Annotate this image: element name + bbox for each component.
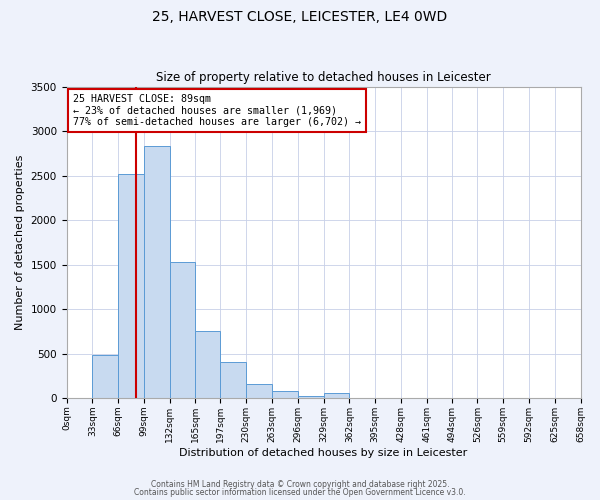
Title: Size of property relative to detached houses in Leicester: Size of property relative to detached ho… bbox=[156, 72, 491, 85]
Bar bbox=[298, 396, 323, 398]
Bar bbox=[170, 262, 196, 398]
Bar bbox=[92, 356, 118, 398]
Y-axis label: Number of detached properties: Number of detached properties bbox=[15, 155, 25, 330]
Bar bbox=[118, 174, 144, 398]
Bar bbox=[323, 393, 349, 398]
Bar bbox=[272, 392, 298, 398]
Text: Contains HM Land Registry data © Crown copyright and database right 2025.: Contains HM Land Registry data © Crown c… bbox=[151, 480, 449, 489]
Text: Contains public sector information licensed under the Open Government Licence v3: Contains public sector information licen… bbox=[134, 488, 466, 497]
Bar bbox=[196, 332, 220, 398]
Bar bbox=[246, 384, 272, 398]
Text: 25, HARVEST CLOSE, LEICESTER, LE4 0WD: 25, HARVEST CLOSE, LEICESTER, LE4 0WD bbox=[152, 10, 448, 24]
Bar bbox=[220, 362, 246, 398]
Bar bbox=[144, 146, 170, 398]
Text: 25 HARVEST CLOSE: 89sqm
← 23% of detached houses are smaller (1,969)
77% of semi: 25 HARVEST CLOSE: 89sqm ← 23% of detache… bbox=[73, 94, 361, 128]
X-axis label: Distribution of detached houses by size in Leicester: Distribution of detached houses by size … bbox=[179, 448, 467, 458]
